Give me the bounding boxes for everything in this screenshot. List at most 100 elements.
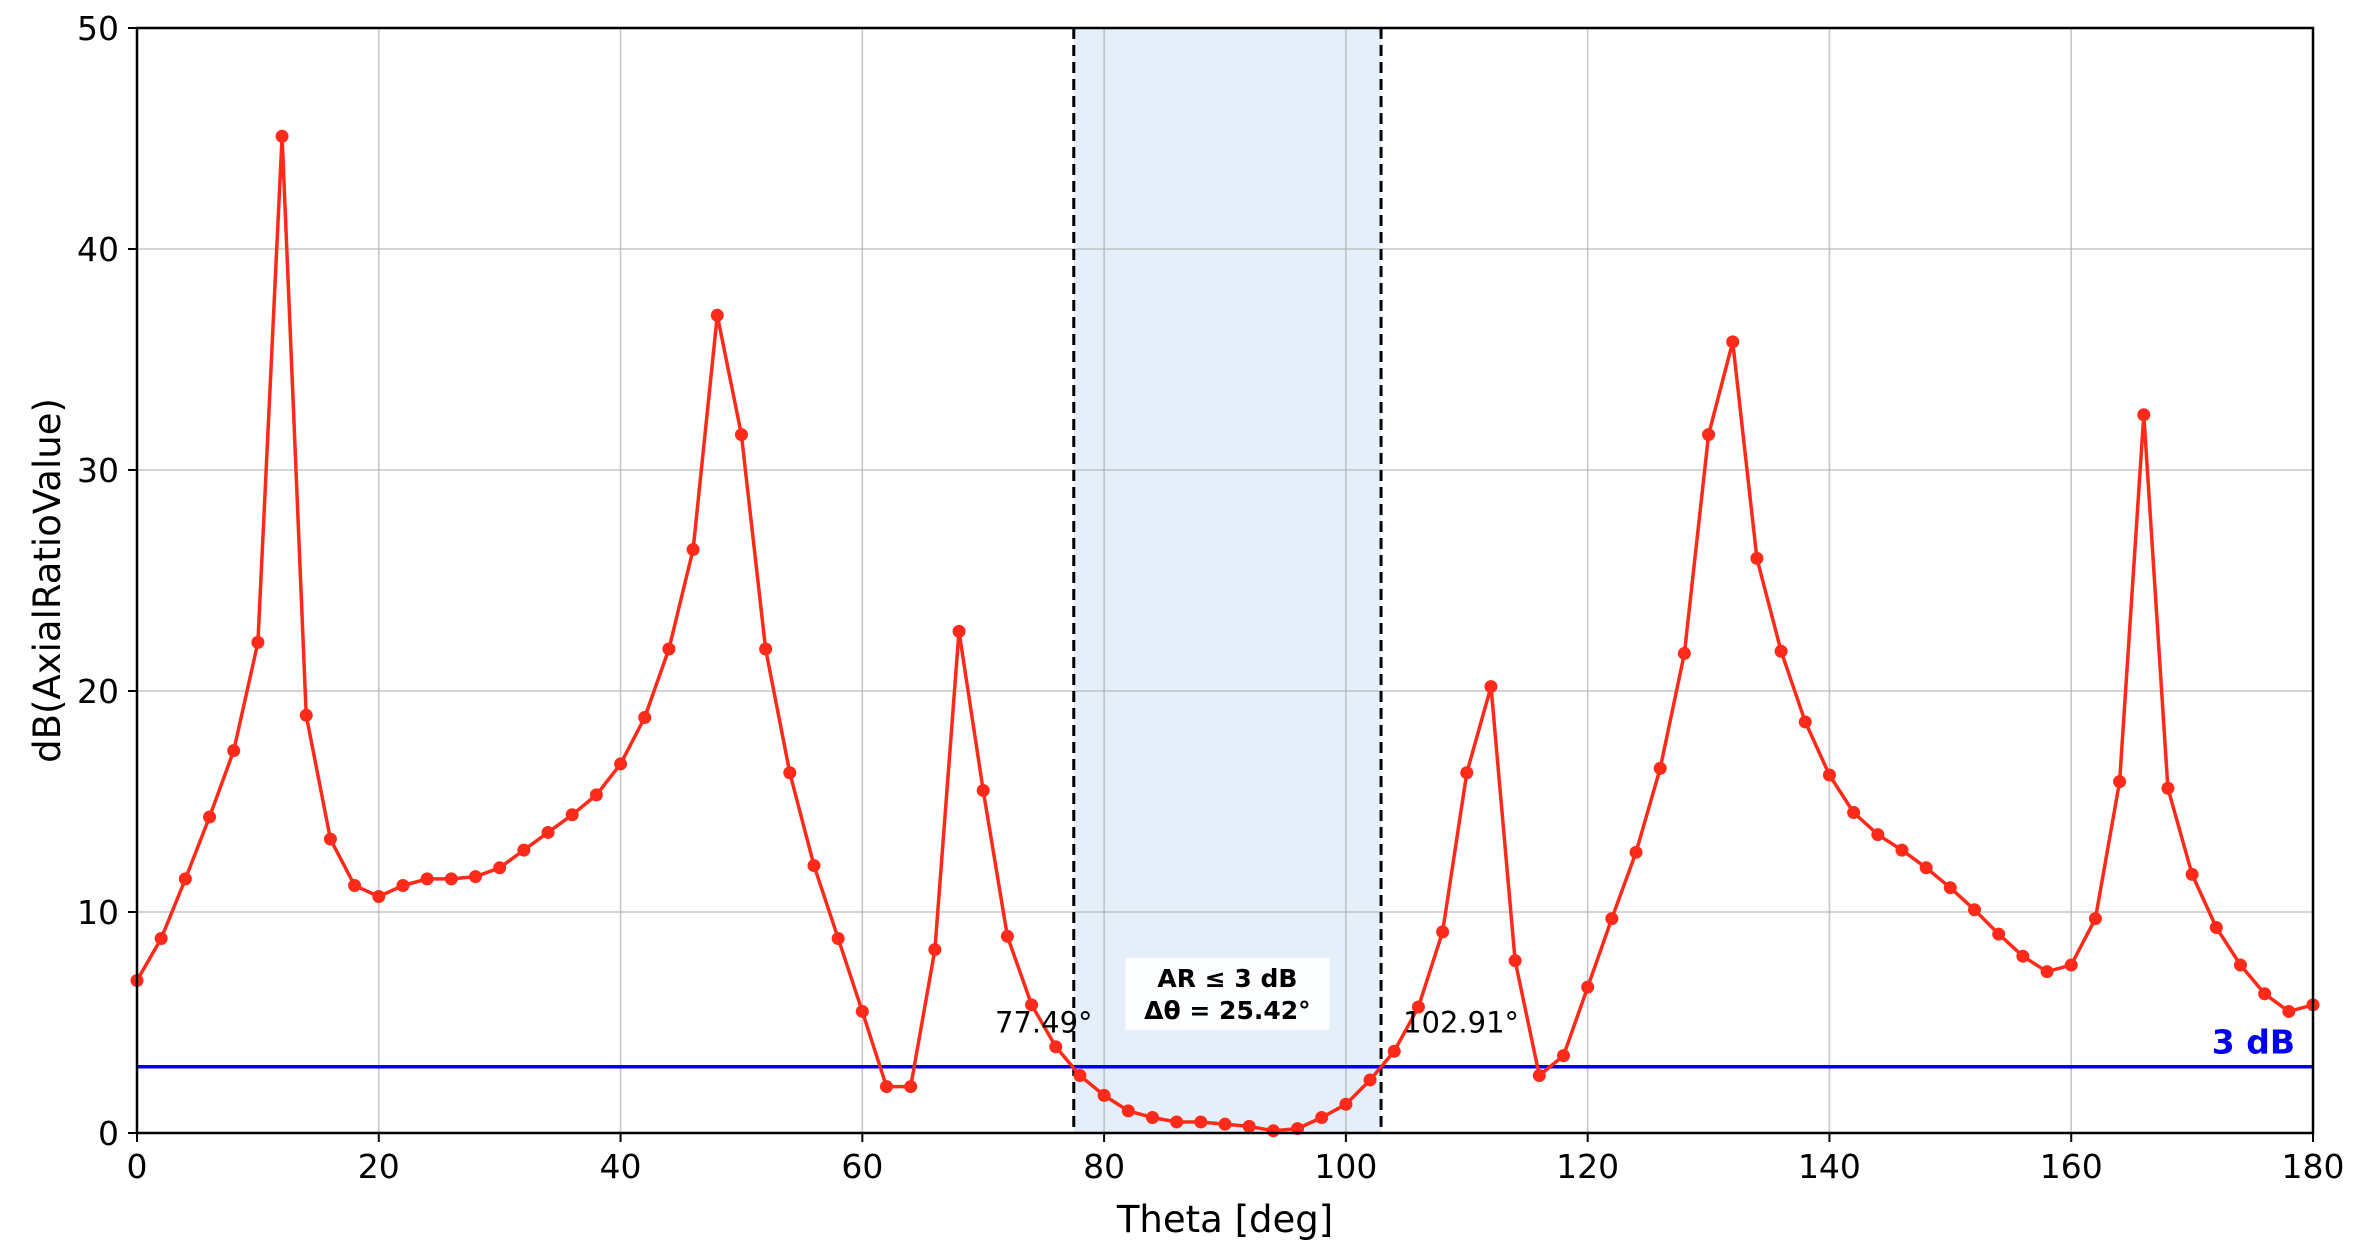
data-point [928, 943, 942, 957]
data-point [904, 1080, 918, 1094]
data-point [2209, 920, 2223, 934]
y-axis-label: dB(AxialRatioValue) [26, 398, 69, 763]
data-point [1170, 1115, 1184, 1129]
band-left-edge-label: 77.49° [995, 1006, 1093, 1040]
data-point [275, 129, 289, 143]
data-point [1073, 1069, 1087, 1083]
data-point [1049, 1040, 1063, 1054]
data-point [1581, 980, 1595, 994]
data-point [855, 1004, 869, 1018]
data-point [2161, 781, 2175, 795]
x-tick-label: 80 [1083, 1147, 1125, 1186]
data-point [1943, 881, 1957, 895]
data-point [1508, 954, 1522, 968]
data-point [1556, 1049, 1570, 1063]
y-tick-label: 30 [77, 451, 119, 490]
data-point [1387, 1044, 1401, 1058]
data-point [2016, 949, 2030, 963]
data-point [1121, 1104, 1135, 1118]
data-point [1895, 843, 1909, 857]
y-tick-label: 20 [77, 672, 119, 711]
data-point [759, 642, 773, 656]
y-tick-label: 50 [77, 9, 119, 48]
x-tick-label: 60 [841, 1147, 883, 1186]
band-annotation-box [1125, 958, 1330, 1030]
x-tick-label: 0 [127, 1147, 148, 1186]
data-point [1363, 1073, 1377, 1087]
plot-frame [135, 26, 2315, 1135]
ar-band-shading [1073, 28, 1382, 1133]
data-point [517, 843, 531, 857]
data-point [1145, 1111, 1159, 1125]
data-point [1218, 1117, 1232, 1131]
data-point [1677, 646, 1691, 660]
data-point [1605, 912, 1619, 926]
data-point [2088, 912, 2102, 926]
data-point [880, 1080, 894, 1094]
x-tick-label: 160 [2040, 1147, 2103, 1186]
data-point [444, 872, 458, 886]
data-point [565, 808, 579, 822]
data-point [178, 872, 192, 886]
x-axis-ticks: 0 20 40 60 80 100 120 140 160 180 [127, 1133, 2345, 1186]
data-point [2113, 775, 2127, 789]
data-point [2185, 867, 2199, 881]
data-point [468, 870, 482, 884]
x-tick-label: 40 [600, 1147, 642, 1186]
data-point [2064, 958, 2078, 972]
data-point [1822, 768, 1836, 782]
data-point [1411, 1000, 1425, 1014]
data-point [976, 783, 990, 797]
data-point [1726, 335, 1740, 349]
data-point [1871, 828, 1885, 842]
data-point [203, 810, 217, 824]
data-point [2282, 1004, 2296, 1018]
data-point [1436, 925, 1450, 939]
reference-line-label: 3 dB [2212, 1023, 2295, 1062]
data-point [1000, 929, 1014, 943]
data-point [1339, 1097, 1353, 1111]
data-point [1968, 903, 1982, 917]
data-point [1798, 715, 1812, 729]
band-right-edge-label: 102.91° [1403, 1006, 1519, 1040]
data-point [807, 859, 821, 873]
data-point [1653, 761, 1667, 775]
data-point [1315, 1111, 1329, 1125]
data-point [1847, 806, 1861, 820]
data-point [662, 642, 676, 656]
data-point [1242, 1119, 1256, 1133]
data-point [2137, 408, 2151, 422]
data-point [710, 308, 724, 322]
y-tick-label: 0 [98, 1114, 119, 1153]
data-point [1532, 1069, 1546, 1083]
data-point [1750, 551, 1764, 565]
x-tick-label: 140 [1798, 1147, 1861, 1186]
data-point [1774, 644, 1788, 658]
data-point [154, 932, 168, 946]
data-point [734, 428, 748, 442]
y-tick-label: 10 [77, 893, 119, 932]
data-point [1702, 428, 1716, 442]
data-point [2258, 987, 2272, 1001]
data-point [1992, 927, 2006, 941]
x-tick-label: 120 [1556, 1147, 1619, 1186]
data-point [541, 825, 555, 839]
data-point [952, 624, 966, 638]
data-point [323, 832, 337, 846]
data-point [614, 757, 628, 771]
data-point [1629, 845, 1643, 859]
data-point [2233, 958, 2247, 972]
data-point [1097, 1088, 1111, 1102]
data-point [2040, 965, 2054, 979]
data-point [589, 788, 603, 802]
data-point [299, 708, 313, 722]
band-annotation-line2: Δθ = 25.42° [1144, 996, 1310, 1025]
data-point [493, 861, 507, 875]
data-point [1460, 766, 1474, 780]
x-tick-label: 180 [2282, 1147, 2345, 1186]
data-point [1025, 998, 1039, 1012]
y-tick-label: 40 [77, 230, 119, 269]
x-tick-label: 100 [1314, 1147, 1377, 1186]
data-point [1194, 1115, 1208, 1129]
